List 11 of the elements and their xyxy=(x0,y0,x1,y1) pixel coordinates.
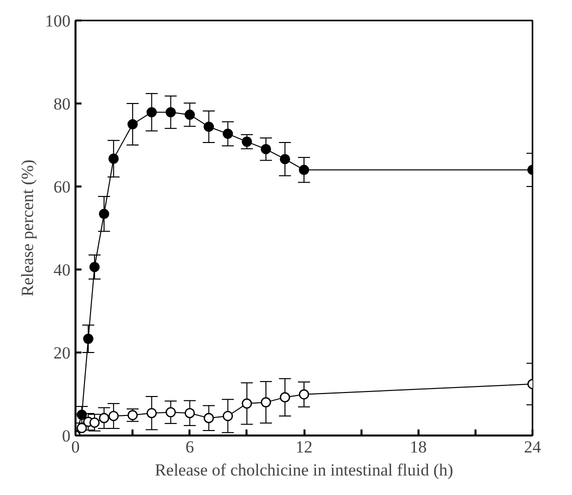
y-axis-title: Release percent (%) xyxy=(18,160,37,296)
x-axis-title: Release of cholchicine in intestinal fluid (h) xyxy=(154,460,454,480)
x-tick-label: 6 xyxy=(186,438,194,456)
y-tick-label: 80 xyxy=(54,94,70,114)
x-tick-label: 12 xyxy=(296,438,312,456)
y-tick-label: 100 xyxy=(45,12,70,30)
y-tick-label: 20 xyxy=(54,344,70,362)
y-tick-label: 40 xyxy=(54,260,70,280)
x-tick-label: 18 xyxy=(410,438,427,456)
y-tick-label: 60 xyxy=(54,178,70,196)
x-tick-label: 24 xyxy=(524,438,542,456)
